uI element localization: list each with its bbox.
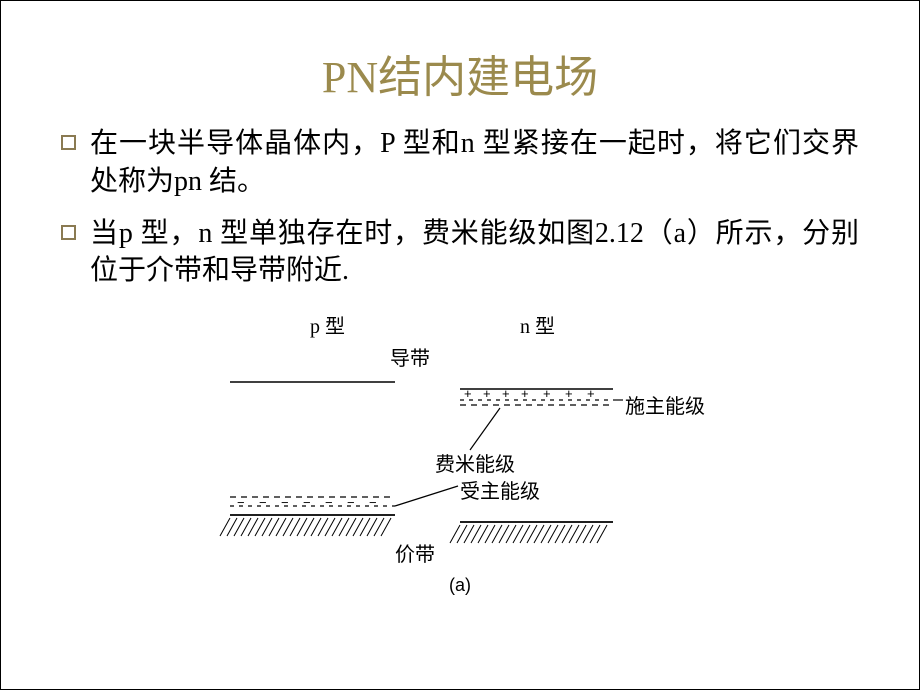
svg-text:+: + — [483, 386, 491, 401]
label-donor-level: 施主能级 — [625, 390, 705, 419]
bullet-text: 当p 型，n 型单独存在时，费米能级如图2.12（a）所示，分别位于介带和导带附… — [90, 215, 859, 291]
label-n-type: n 型 — [520, 310, 555, 339]
svg-text:−: − — [369, 495, 377, 510]
svg-text:−: − — [347, 495, 355, 510]
slide-title: PN结内建电场 — [1, 1, 919, 125]
svg-text:−: − — [325, 495, 333, 510]
svg-text:+: + — [587, 386, 595, 401]
label-p-type: p 型 — [310, 310, 345, 339]
label-valence-band: 价带 — [395, 538, 435, 567]
label-conduction-band: 导带 — [390, 342, 430, 371]
svg-text:+: + — [521, 386, 529, 401]
svg-text:+: + — [565, 386, 573, 401]
bullet-item: 当p 型，n 型单独存在时，费米能级如图2.12（a）所示，分别位于介带和导带附… — [61, 215, 859, 291]
svg-text:−: − — [281, 495, 289, 510]
figure-caption: (a) — [449, 575, 471, 596]
svg-text:−: − — [237, 495, 245, 510]
bullet-item: 在一块半导体晶体内，P 型和n 型紧接在一起时，将它们交界处称为pn 结。 — [61, 125, 859, 201]
svg-text:+: + — [502, 386, 510, 401]
bullet-icon — [61, 135, 76, 150]
svg-text:−: − — [303, 495, 311, 510]
svg-text:+: + — [543, 386, 551, 401]
svg-text:+: + — [464, 386, 472, 401]
bullet-text: 在一块半导体晶体内，P 型和n 型紧接在一起时，将它们交界处称为pn 结。 — [90, 125, 859, 201]
bullet-icon — [61, 225, 76, 240]
energy-band-diagram: +++++++−−−−−−− p 型 n 型 导带 施主能级 费米能级 受主能级… — [200, 310, 720, 600]
label-fermi-level: 费米能级 — [435, 448, 515, 477]
content-area: 在一块半导体晶体内，P 型和n 型紧接在一起时，将它们交界处称为pn 结。 当p… — [1, 125, 919, 600]
svg-text:−: − — [259, 495, 267, 510]
label-acceptor-level: 受主能级 — [460, 475, 540, 504]
slide: PN结内建电场 在一块半导体晶体内，P 型和n 型紧接在一起时，将它们交界处称为… — [0, 0, 920, 690]
